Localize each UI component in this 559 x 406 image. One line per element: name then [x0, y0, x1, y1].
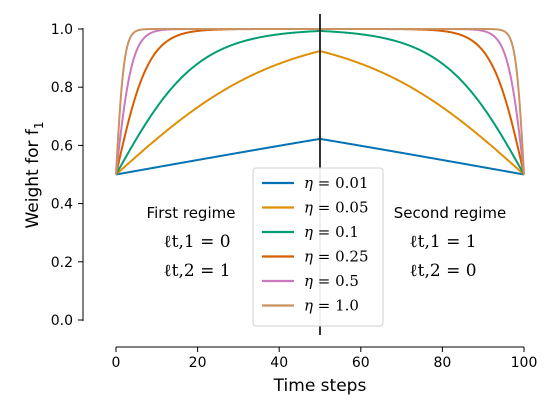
legend-label: η = 0.1 — [304, 223, 359, 241]
second-regime-title: Second regime — [394, 204, 507, 222]
legend-label-value: = 0.5 — [313, 272, 359, 290]
legend-label: η = 0.25 — [304, 248, 369, 266]
x-axis-title: Time steps — [273, 376, 367, 396]
second-regime-annotation: Second regime ℓt,1 = 1 ℓt,2 = 0 — [394, 204, 507, 281]
first-regime-title: First regime — [147, 204, 236, 222]
x-ticks: 0 20 40 60 80 100 — [112, 347, 538, 371]
y-axis-title: Weight for f1 — [23, 121, 46, 228]
legend-label-symbol: η — [304, 223, 313, 241]
legend-label-value: = 0.25 — [313, 248, 369, 266]
y-tick-label: 0.2 — [51, 255, 73, 271]
legend-items: η = 0.01η = 0.05η = 0.1η = 0.25η = 0.5η … — [262, 174, 369, 315]
y-tick-label: 0.6 — [51, 138, 73, 154]
legend-label-symbol: η — [304, 297, 313, 315]
x-tick-label: 20 — [189, 355, 207, 371]
y-axis-title-subscript: 1 — [32, 121, 46, 129]
x-tick-label: 100 — [511, 355, 538, 371]
legend-label-value: = 0.01 — [313, 174, 369, 192]
legend-label-value: = 1.0 — [313, 297, 359, 315]
legend-label-symbol: η — [304, 174, 313, 192]
x-tick-label: 60 — [352, 355, 370, 371]
legend-label-symbol: η — [304, 272, 313, 290]
legend-label-value: = 0.1 — [313, 223, 359, 241]
x-tick-label: 80 — [433, 355, 451, 371]
y-tick-label: 0.0 — [51, 313, 73, 329]
y-tick-label: 0.8 — [51, 80, 73, 96]
legend-label-symbol: η — [304, 199, 313, 217]
first-regime-loss2: ℓt,2 = 1 — [163, 261, 230, 281]
legend-label: η = 1.0 — [304, 297, 359, 315]
x-tick-label: 40 — [270, 355, 288, 371]
first-regime-annotation: First regime ℓt,1 = 0 ℓt,2 = 1 — [147, 204, 236, 281]
legend-label: η = 0.05 — [304, 199, 369, 217]
y-tick-label: 1.0 — [51, 22, 73, 38]
second-regime-loss2: ℓt,2 = 0 — [409, 261, 476, 281]
x-tick-label: 0 — [112, 355, 121, 371]
legend: η = 0.01η = 0.05η = 0.1η = 0.25η = 0.5η … — [252, 167, 384, 327]
y-tick-label: 0.4 — [51, 197, 73, 213]
legend-label: η = 0.01 — [304, 174, 369, 192]
y-ticks: 0.0 0.2 0.4 0.6 0.8 1.0 — [51, 22, 83, 329]
legend-label-value: = 0.05 — [313, 199, 369, 217]
legend-label-symbol: η — [304, 248, 313, 266]
legend-label: η = 0.5 — [304, 272, 359, 290]
y-axis-title-main: Weight for f — [23, 128, 43, 228]
second-regime-loss1: ℓt,1 = 1 — [409, 232, 476, 252]
first-regime-loss1: ℓt,1 = 0 — [163, 232, 230, 252]
